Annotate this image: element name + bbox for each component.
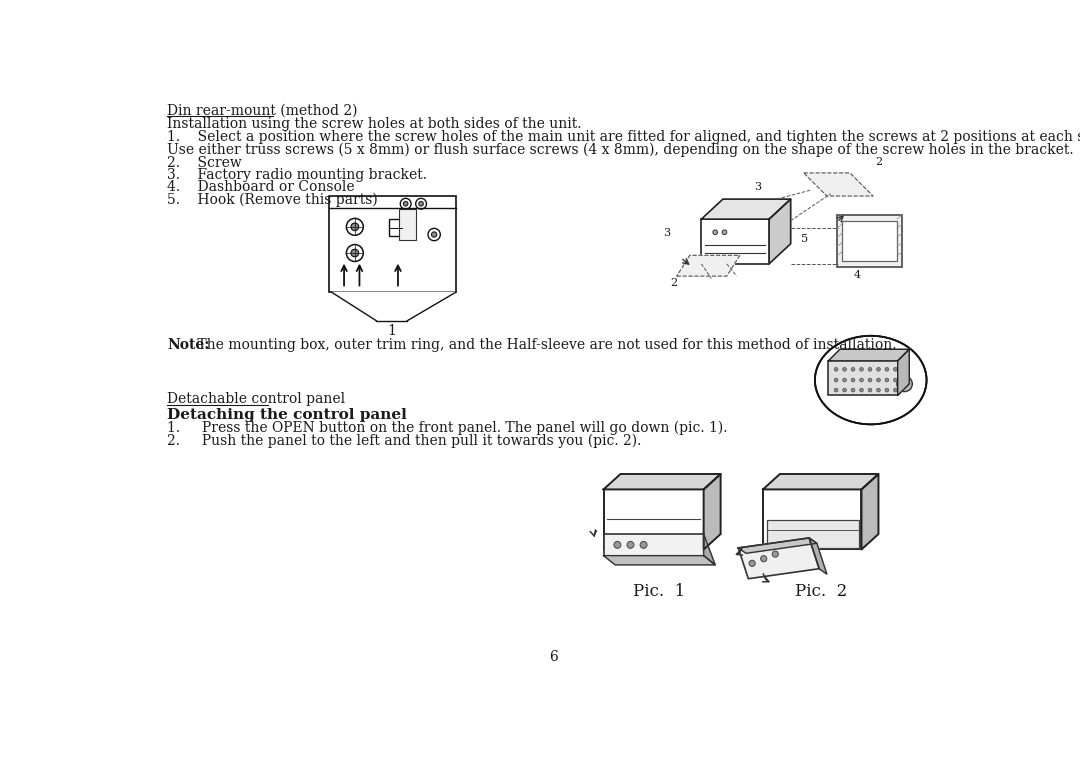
Text: 3: 3 [663,228,670,238]
Circle shape [347,244,363,262]
Polygon shape [804,173,873,196]
Circle shape [860,388,863,392]
Polygon shape [828,349,909,361]
Polygon shape [704,534,715,565]
Circle shape [842,368,847,371]
Polygon shape [332,292,456,321]
Text: Pic.  2: Pic. 2 [795,583,848,600]
Polygon shape [739,538,816,553]
Circle shape [403,202,408,206]
Circle shape [347,218,363,235]
Bar [842,221,896,261]
Circle shape [640,541,647,549]
Circle shape [877,388,880,392]
Text: Detaching the control panel: Detaching the control panel [167,408,407,422]
Circle shape [877,378,880,382]
Text: Din rear-mount (method 2): Din rear-mount (method 2) [167,103,357,117]
Circle shape [868,368,872,371]
Bar [767,521,860,548]
Circle shape [851,388,855,392]
Circle shape [893,378,897,382]
Text: 3.    Factory radio mounting bracket.: 3. Factory radio mounting bracket. [167,168,427,182]
Text: 5.    Hook (Remove this parts): 5. Hook (Remove this parts) [167,193,378,207]
Text: Installation using the screw holes at both sides of the unit.: Installation using the screw holes at bo… [167,116,581,130]
Circle shape [868,378,872,382]
Circle shape [860,368,863,371]
Text: 1.    Select a position where the screw holes of the main unit are fitted for al: 1. Select a position where the screw hol… [167,129,1080,144]
Circle shape [842,388,847,392]
Text: 2.    Screw: 2. Screw [167,156,242,170]
Bar [837,215,902,267]
Polygon shape [897,349,909,396]
Polygon shape [762,474,878,489]
Circle shape [860,378,863,382]
Circle shape [842,378,847,382]
Circle shape [877,368,880,371]
Circle shape [416,199,427,209]
Circle shape [885,388,889,392]
Circle shape [834,368,838,371]
Circle shape [896,376,913,392]
Circle shape [893,368,897,371]
Bar [400,209,417,240]
Circle shape [419,202,423,206]
Bar [762,489,862,549]
Bar [828,361,897,396]
Circle shape [351,249,359,257]
Circle shape [868,388,872,392]
Ellipse shape [815,336,927,425]
Circle shape [772,551,779,557]
Text: Detachable control panel: Detachable control panel [167,392,346,406]
Polygon shape [809,538,827,574]
Text: 1: 1 [388,323,396,338]
Text: Pic.  1: Pic. 1 [633,583,685,600]
Circle shape [613,541,621,549]
Text: 1.     Press the OPEN button on the front panel. The panel will go down (pic. 1): 1. Press the OPEN button on the front pa… [167,421,728,435]
Polygon shape [862,474,878,549]
Circle shape [351,223,359,231]
Text: 2: 2 [671,278,677,288]
Circle shape [851,368,855,371]
Circle shape [834,388,838,392]
Text: 4: 4 [854,269,861,279]
Circle shape [428,228,441,240]
Text: The mounting box, outer trim ring, and the Half-sleeve are not used for this met: The mounting box, outer trim ring, and t… [193,339,896,352]
Circle shape [851,378,855,382]
Bar [604,534,704,556]
Circle shape [885,378,889,382]
Circle shape [885,368,889,371]
Circle shape [401,199,411,209]
Polygon shape [604,474,720,489]
Text: 6: 6 [549,650,558,664]
Circle shape [893,388,897,392]
Text: 4.    Dashboard or Console: 4. Dashboard or Console [167,180,354,194]
Bar [604,489,704,549]
Circle shape [627,541,634,549]
Polygon shape [604,556,715,565]
Bar [328,196,456,292]
Polygon shape [769,199,791,264]
Polygon shape [677,256,740,276]
Bar [701,219,769,264]
Polygon shape [701,199,791,219]
Text: 5: 5 [801,234,809,244]
Bar [390,219,402,236]
Circle shape [723,230,727,234]
Text: 2: 2 [876,158,882,167]
Text: Use either truss screws (5 x 8mm) or flush surface screws (4 x 8mm), depending o: Use either truss screws (5 x 8mm) or flu… [167,142,1074,157]
Circle shape [750,560,755,566]
Circle shape [713,230,717,234]
Text: 2.     Push the panel to the left and then pull it towards you (pic. 2).: 2. Push the panel to the left and then p… [167,433,642,447]
Circle shape [834,378,838,382]
Text: Note:: Note: [167,339,210,352]
Circle shape [431,232,436,237]
Polygon shape [739,538,819,578]
Text: 3: 3 [754,182,761,192]
Circle shape [760,556,767,562]
Polygon shape [704,474,720,549]
